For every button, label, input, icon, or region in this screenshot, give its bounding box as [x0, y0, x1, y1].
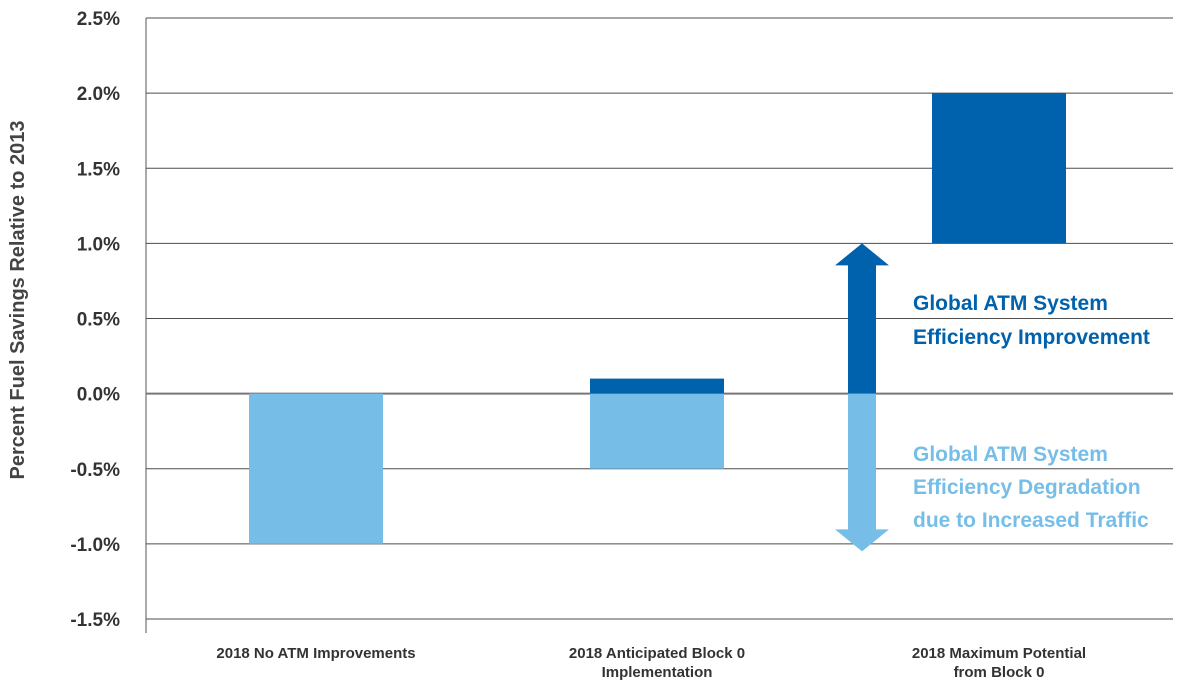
y-tick-label: -1.5%	[70, 610, 120, 631]
bars	[249, 93, 1066, 544]
x-category-label: from Block 0	[954, 664, 1045, 681]
y-tick-label: -1.0%	[70, 535, 120, 556]
annotation-arrows	[835, 243, 889, 552]
degradation-annotation: Global ATM System	[913, 443, 1108, 466]
y-tick-labels: 2.5% 2.0% 1.5% 1.0% 0.5% 0.0% -0.5% -1.0% -1.5%	[70, 9, 120, 631]
y-tick-label: 1.0%	[77, 234, 120, 255]
bar-improvement	[590, 378, 724, 394]
bar-degradation	[590, 393, 724, 469]
y-tick-label: -0.5%	[70, 460, 120, 481]
y-tick-label: 0.0%	[77, 385, 120, 406]
x-category-label: 2018 No ATM Improvements	[216, 645, 415, 662]
annotations: Global ATM System Efficiency Improvement G…	[913, 292, 1150, 532]
degradation-arrow	[835, 393, 889, 552]
x-category-labels: 2018 No ATM Improvements 2018 Anticipated…	[216, 645, 1086, 681]
x-category-label: Implementation	[602, 664, 713, 681]
y-tick-label: 2.0%	[77, 84, 120, 105]
improvement-annotation: Efficiency Improvement	[913, 326, 1150, 349]
x-category-label: 2018 Anticipated Block 0	[569, 645, 745, 662]
y-tick-label: 1.5%	[77, 159, 120, 180]
degradation-annotation: due to Increased Traffic	[913, 509, 1149, 532]
y-axis-title: Percent Fuel Savings Relative to 2013	[7, 120, 29, 479]
x-category-label: 2018 Maximum Potential	[912, 645, 1086, 662]
degradation-annotation: Efficiency Degradation	[913, 476, 1141, 499]
bar-degradation	[249, 393, 383, 544]
y-tick-label: 2.5%	[77, 9, 120, 30]
improvement-arrow	[835, 243, 889, 394]
improvement-annotation: Global ATM System	[913, 292, 1108, 315]
bar-improvement	[932, 93, 1066, 244]
y-tick-label: 0.5%	[77, 310, 120, 331]
